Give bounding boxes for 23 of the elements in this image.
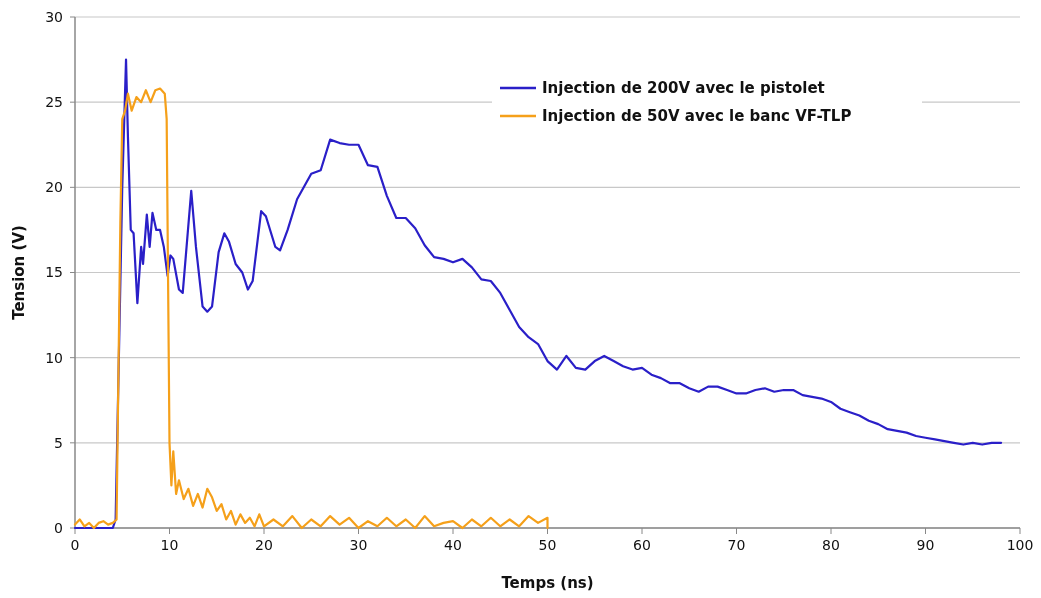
y-tick-label: 0 [54,519,63,536]
line-series [73,58,1003,530]
x-tick-label: 20 [255,537,273,553]
y-tick-label: 25 [45,94,63,111]
y-tick-label: 5 [54,434,63,451]
x-tick-label: 30 [349,537,368,553]
x-tick-label: 80 [822,537,840,553]
legend-label: Injection de 200V avec le pistolet [542,79,825,98]
x-tick-label: 10 [160,537,179,553]
y-axis-title: Tension (V) [10,225,28,320]
y-tick-label: 30 [45,8,63,25]
x-axis-title: Temps (ns) [501,574,594,592]
x-tick-label: 70 [727,537,746,553]
y-tick-label: 10 [45,349,63,366]
x-tick-label: 100 [1006,537,1034,553]
x-tick-label: 50 [538,537,557,553]
x-tick-label: 90 [916,537,935,553]
x-tick-label: 40 [444,537,462,553]
legend-label: Injection de 50V avec le banc VF-TLP [542,107,852,126]
x-tick-label: 60 [633,537,651,553]
y-tick-label: 15 [45,264,63,281]
x-tick-label: 0 [70,537,80,553]
y-tick-label: 20 [45,179,63,196]
